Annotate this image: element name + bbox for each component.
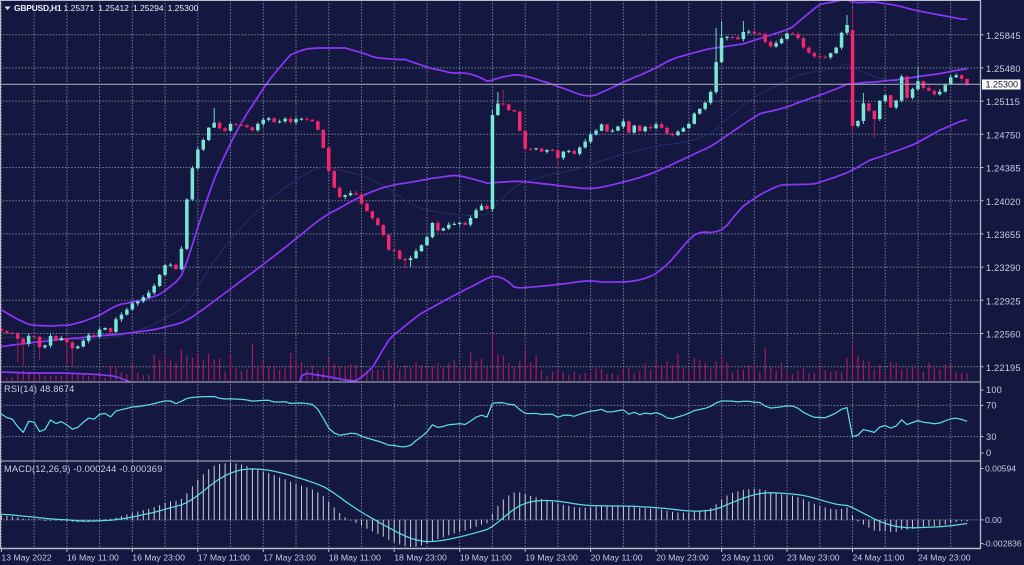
svg-text:20 May 23:00: 20 May 23:00 bbox=[656, 553, 709, 563]
svg-text:0.00: 0.00 bbox=[985, 515, 1002, 525]
svg-text:1.25115: 1.25115 bbox=[986, 97, 1020, 107]
svg-text:1.25300: 1.25300 bbox=[986, 80, 1019, 90]
svg-text:1.23290: 1.23290 bbox=[986, 263, 1021, 273]
svg-text:16 May 23:00: 16 May 23:00 bbox=[132, 553, 185, 563]
svg-text:1.23655: 1.23655 bbox=[986, 230, 1021, 240]
svg-text:23 May 11:00: 23 May 11:00 bbox=[722, 553, 774, 563]
svg-text:16 May 11:00: 16 May 11:00 bbox=[67, 553, 119, 563]
svg-text:1.25300: 1.25300 bbox=[168, 3, 199, 13]
svg-text:17 May 11:00: 17 May 11:00 bbox=[198, 553, 250, 563]
svg-text:13 May 2022: 13 May 2022 bbox=[1, 553, 51, 563]
svg-text:17 May 23:00: 17 May 23:00 bbox=[263, 553, 316, 563]
svg-text:GBPUSD,H1: GBPUSD,H1 bbox=[14, 3, 62, 13]
svg-text:19 May 11:00: 19 May 11:00 bbox=[460, 553, 512, 563]
svg-text:1.25480: 1.25480 bbox=[986, 64, 1021, 74]
svg-text:0.00594: 0.00594 bbox=[985, 464, 1016, 474]
svg-text:19 May 23:00: 19 May 23:00 bbox=[525, 553, 578, 563]
svg-text:1.24385: 1.24385 bbox=[986, 164, 1021, 174]
svg-text:1.22925: 1.22925 bbox=[986, 296, 1021, 306]
svg-text:1.25294: 1.25294 bbox=[133, 3, 164, 13]
svg-text:20 May 11:00: 20 May 11:00 bbox=[591, 553, 643, 563]
svg-text:1.24020: 1.24020 bbox=[986, 197, 1021, 207]
svg-text:MACD(12,26,9) -0.000244 -0.000: MACD(12,26,9) -0.000244 -0.000369 bbox=[4, 464, 162, 474]
svg-text:18 May 11:00: 18 May 11:00 bbox=[329, 553, 381, 563]
svg-text:0: 0 bbox=[986, 448, 991, 458]
svg-text:70: 70 bbox=[986, 401, 997, 411]
svg-text:1.25845: 1.25845 bbox=[986, 31, 1021, 41]
svg-text:18 May 23:00: 18 May 23:00 bbox=[394, 553, 447, 563]
svg-text:1.25371: 1.25371 bbox=[64, 3, 95, 13]
svg-text:24 May 23:00: 24 May 23:00 bbox=[918, 553, 971, 563]
svg-text:1.25412: 1.25412 bbox=[98, 3, 129, 13]
svg-text:1.24750: 1.24750 bbox=[986, 130, 1021, 140]
svg-text:1.22560: 1.22560 bbox=[986, 330, 1021, 340]
svg-text:-0.002836: -0.002836 bbox=[983, 539, 1022, 549]
svg-text:100: 100 bbox=[986, 385, 1002, 395]
svg-text:24 May 11:00: 24 May 11:00 bbox=[853, 553, 905, 563]
svg-text:23 May 23:00: 23 May 23:00 bbox=[787, 553, 840, 563]
svg-text:RSI(14) 48.8674: RSI(14) 48.8674 bbox=[4, 384, 74, 394]
svg-text:30: 30 bbox=[986, 432, 997, 442]
svg-text:1.22195: 1.22195 bbox=[986, 363, 1021, 373]
